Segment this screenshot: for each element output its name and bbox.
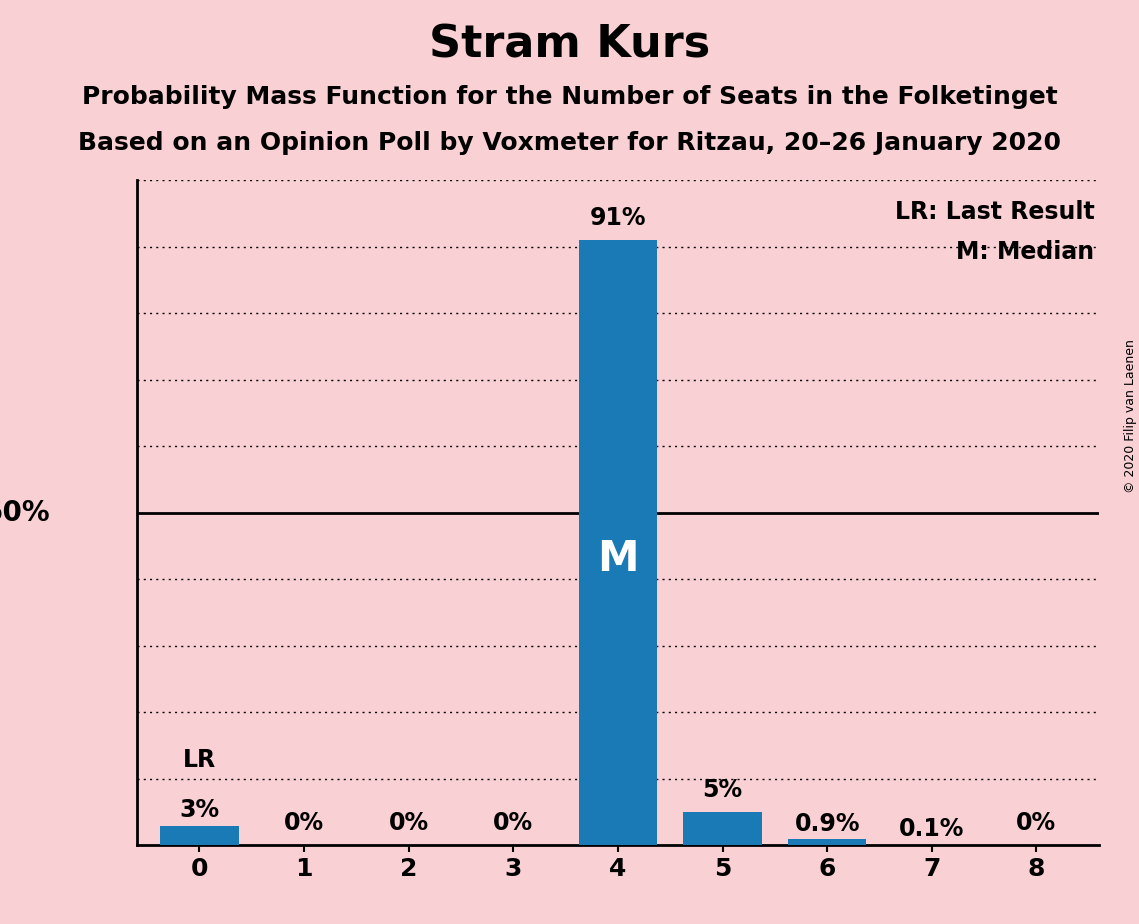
Text: 0%: 0% — [284, 811, 325, 835]
Text: Stram Kurs: Stram Kurs — [429, 23, 710, 67]
Text: © 2020 Filip van Laenen: © 2020 Filip van Laenen — [1124, 339, 1137, 492]
Text: 5%: 5% — [703, 778, 743, 802]
Text: 0%: 0% — [493, 811, 533, 835]
Text: LR: LR — [183, 748, 216, 772]
Text: 0%: 0% — [1016, 811, 1057, 835]
Text: 0%: 0% — [388, 811, 428, 835]
Text: 50%: 50% — [0, 499, 50, 527]
Text: 3%: 3% — [179, 798, 220, 822]
Bar — [579, 240, 657, 845]
Text: 0.9%: 0.9% — [794, 812, 860, 836]
Text: LR: Last Result: LR: Last Result — [894, 201, 1095, 225]
Text: 91%: 91% — [590, 206, 646, 230]
Bar — [683, 812, 762, 845]
Text: M: Median: M: Median — [957, 240, 1095, 264]
Bar — [161, 825, 239, 845]
Bar — [788, 840, 867, 845]
Text: Based on an Opinion Poll by Voxmeter for Ritzau, 20–26 January 2020: Based on an Opinion Poll by Voxmeter for… — [77, 131, 1062, 155]
Text: M: M — [597, 539, 639, 580]
Text: Probability Mass Function for the Number of Seats in the Folketinget: Probability Mass Function for the Number… — [82, 85, 1057, 109]
Text: 0.1%: 0.1% — [899, 818, 965, 842]
